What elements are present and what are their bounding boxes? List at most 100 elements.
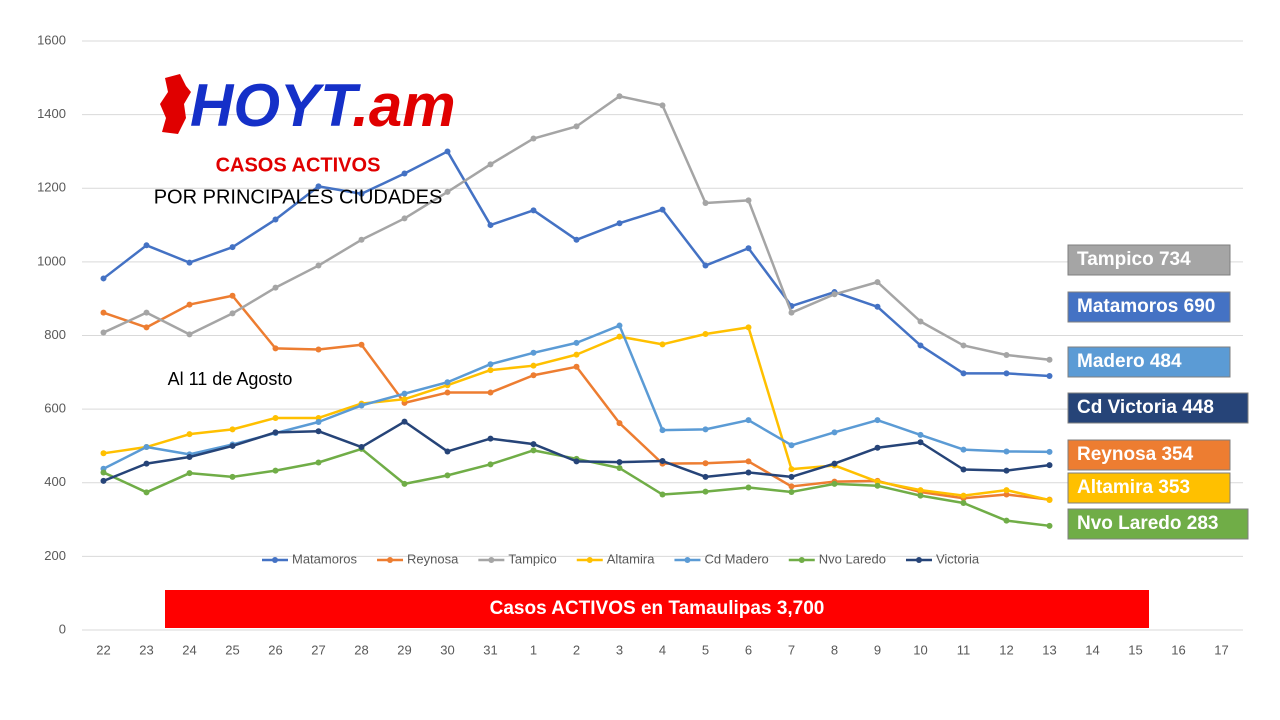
label-box — [1067, 472, 1231, 504]
point — [358, 341, 365, 348]
point — [1003, 370, 1010, 377]
x-tick-label: 16 — [1171, 642, 1185, 657]
point — [1046, 462, 1053, 469]
point — [444, 188, 451, 195]
point — [487, 435, 494, 442]
point — [702, 488, 709, 495]
y-tick-label: 1400 — [37, 106, 66, 121]
point — [143, 460, 150, 467]
point — [702, 331, 709, 338]
point — [659, 427, 666, 434]
point — [487, 461, 494, 468]
point — [874, 417, 881, 424]
y-tick-label: 800 — [44, 327, 66, 342]
point — [143, 324, 150, 331]
point — [487, 367, 494, 374]
point — [143, 309, 150, 316]
x-tick-label: 1 — [530, 642, 537, 657]
point — [358, 236, 365, 243]
point — [573, 458, 580, 465]
point — [616, 420, 623, 427]
point — [1046, 356, 1053, 363]
legend-label: Cd Madero — [704, 551, 768, 566]
x-tick-label: 10 — [913, 642, 927, 657]
point — [186, 453, 193, 460]
point — [143, 489, 150, 496]
legend-marker — [586, 557, 593, 563]
y-tick-label: 400 — [44, 474, 66, 489]
x-tick-label: 13 — [1042, 642, 1056, 657]
label-box — [1067, 392, 1249, 424]
point — [444, 148, 451, 155]
point — [358, 402, 365, 409]
point — [1003, 517, 1010, 524]
label-text: Madero 484 — [1077, 351, 1182, 372]
legend-marker — [488, 557, 495, 563]
point — [444, 448, 451, 455]
point — [788, 309, 795, 316]
label-text: Matamoros 690 — [1077, 296, 1215, 317]
legend-label: Matamoros — [292, 551, 358, 566]
point — [616, 93, 623, 100]
y-tick-label: 1600 — [37, 32, 66, 47]
label-box — [1067, 291, 1231, 323]
y-tick-label: 1000 — [37, 253, 66, 268]
point — [788, 483, 795, 490]
point — [487, 361, 494, 368]
point — [917, 342, 924, 349]
point — [186, 470, 193, 477]
point — [874, 303, 881, 310]
legend-label: Tampico — [508, 551, 556, 566]
point — [1003, 487, 1010, 494]
x-tick-label: 9 — [874, 642, 881, 657]
x-tick-label: 31 — [483, 642, 497, 657]
point — [401, 390, 408, 397]
point — [831, 429, 838, 436]
point — [100, 477, 107, 484]
point — [874, 482, 881, 489]
point — [530, 349, 537, 356]
point — [186, 301, 193, 308]
x-tick-label: 3 — [616, 642, 623, 657]
x-tick-label: 2 — [573, 642, 580, 657]
point — [315, 346, 322, 353]
x-tick-label: 8 — [831, 642, 838, 657]
x-tick-label: 4 — [659, 642, 666, 657]
lines — [100, 93, 1053, 529]
legend-marker — [387, 557, 394, 563]
point — [444, 472, 451, 479]
label-text: Nvo Laredo 283 — [1077, 513, 1219, 534]
point — [573, 363, 580, 370]
logo-main: HOYT — [190, 72, 361, 139]
x-tick-label: 17 — [1214, 642, 1228, 657]
point — [573, 339, 580, 346]
point — [788, 466, 795, 473]
banner: Casos ACTIVOS en Tamaulipas 3,700 — [490, 598, 825, 619]
point — [272, 216, 279, 223]
point — [917, 318, 924, 325]
point — [401, 480, 408, 487]
point — [874, 279, 881, 286]
point — [745, 484, 752, 491]
x-tick-label: 24 — [182, 642, 196, 657]
point — [1046, 448, 1053, 455]
legend-label: Altamira — [607, 551, 655, 566]
point — [659, 341, 666, 348]
point — [229, 473, 236, 480]
point — [444, 389, 451, 396]
y-tick-label: 600 — [44, 401, 66, 416]
legend-label: Victoria — [936, 551, 980, 566]
point — [659, 102, 666, 109]
point — [100, 329, 107, 336]
point — [272, 467, 279, 474]
point — [229, 426, 236, 433]
point — [917, 431, 924, 438]
x-tick-label: 25 — [225, 642, 239, 657]
point — [616, 459, 623, 466]
point — [487, 161, 494, 168]
point — [745, 469, 752, 476]
point — [530, 372, 537, 379]
x-tick-label: 6 — [745, 642, 752, 657]
logo: HOYT.am — [190, 72, 456, 139]
